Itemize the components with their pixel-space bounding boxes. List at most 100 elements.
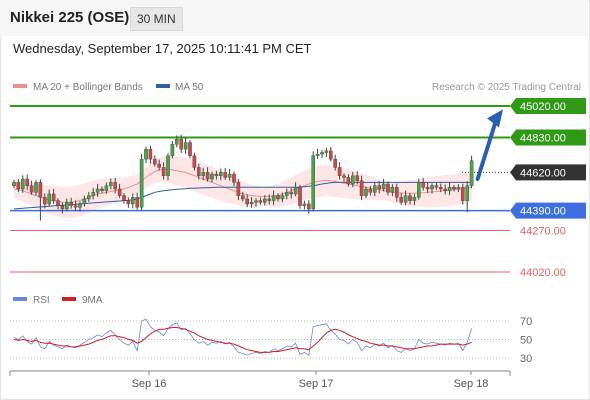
projection-arrow [475,109,503,182]
rsi-legend-swatch [13,297,27,301]
candle-body [434,185,439,188]
ma20-legend-label: MA 20 + Bollinger Bands [33,82,143,93]
candle-68 [311,151,316,212]
candle-94 [425,182,430,193]
candle-20 [100,186,104,194]
candle-35 [166,153,170,181]
candle-45 [210,171,214,183]
candle-15 [78,201,82,212]
candle-body [47,193,51,205]
candle-body [100,188,104,191]
candle-100 [452,184,456,192]
candle-body [126,200,131,205]
level-label-2: 44620.00 [520,167,566,179]
candle-25 [122,193,126,204]
candle-body [64,202,69,210]
candle-22 [108,178,113,190]
candle-82 [373,181,377,197]
candle-46 [214,170,219,180]
candle-body [161,167,166,176]
x-tick-label-2: Sep 18 [454,378,489,390]
rsi-panel: 70 50 30 [10,316,532,365]
level-tag-1 [510,129,586,146]
ma9-legend-label: 9MA [82,295,103,306]
candle-body [210,173,214,180]
candle-body [240,195,245,200]
candle-61 [280,192,285,203]
candle-50 [232,171,236,187]
ma20-legend-swatch [13,84,27,88]
candle-body [43,197,47,205]
candle-63 [289,187,294,199]
candle-body [183,142,188,150]
candle-47 [218,168,223,181]
candle-body [218,172,223,176]
candle-body [403,195,408,203]
candle-96 [434,182,439,190]
candle-body [196,167,201,176]
candle-body [29,185,34,193]
candle-body [373,185,377,193]
candle-90 [408,193,412,205]
candle-29 [139,153,144,211]
candle-65 [298,184,302,209]
candle-79 [359,175,364,201]
candle-body [232,173,236,183]
candle-body [117,188,122,196]
candle-8 [47,189,51,207]
candle-body [412,197,417,201]
candle-41 [192,152,197,171]
candle-14 [73,200,78,212]
candle-88 [399,192,404,205]
candle-body [73,205,78,208]
candle-37 [174,135,179,148]
candle-body [267,198,272,201]
candle-30 [144,146,148,163]
candle-body [56,200,60,206]
candle-21 [104,182,109,194]
candle-body [342,175,346,178]
header-bar: Nikkei 225 (OSE) 30 MIN [0,0,588,36]
candle-body [461,187,465,201]
candle-54 [249,197,254,208]
candle-body [355,175,360,181]
candle-9 [51,188,56,204]
candle-81 [368,185,373,196]
timeframe-button[interactable]: 30 MIN [130,7,183,31]
candle-102 [461,183,465,205]
price-levels [10,105,510,273]
candle-86 [390,184,395,197]
candle-body [271,195,276,201]
candle-body [130,197,135,205]
level-tag-2 [510,164,586,181]
candle-body [351,175,355,185]
candle-body [152,158,157,165]
candle-body [333,158,338,168]
candle-body [399,197,404,203]
candle-48 [223,167,228,180]
candle-body [337,167,342,176]
candle-body [82,198,87,205]
candle-body [285,192,289,196]
candle-body [236,182,241,196]
candle-body [293,187,298,195]
candle-body [417,182,421,198]
candle-49 [227,168,232,181]
candle-4 [29,180,34,195]
candle-body [302,203,307,206]
candle-52 [240,191,245,202]
candle-body [122,195,126,201]
candle-72 [329,147,333,162]
candle-body [289,192,294,195]
candle-body [139,158,144,208]
candle-80 [364,186,368,199]
candle-98 [443,184,448,195]
candle-40 [188,140,192,159]
candle-body [166,155,170,176]
candle-body [368,188,373,193]
candle-body [34,182,38,193]
bollinger-bands [14,155,472,218]
x-tick-label-1: Sep 17 [299,378,334,390]
candle-12 [64,198,69,212]
candle-body [386,183,390,193]
